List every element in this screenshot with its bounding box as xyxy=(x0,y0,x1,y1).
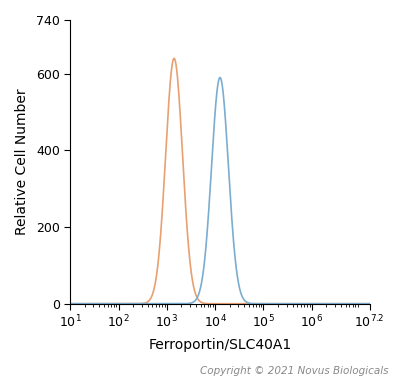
Y-axis label: Relative Cell Number: Relative Cell Number xyxy=(15,88,29,235)
X-axis label: Ferroportin/SLC40A1: Ferroportin/SLC40A1 xyxy=(148,338,292,352)
Text: Copyright © 2021 Novus Biologicals: Copyright © 2021 Novus Biologicals xyxy=(200,366,388,376)
